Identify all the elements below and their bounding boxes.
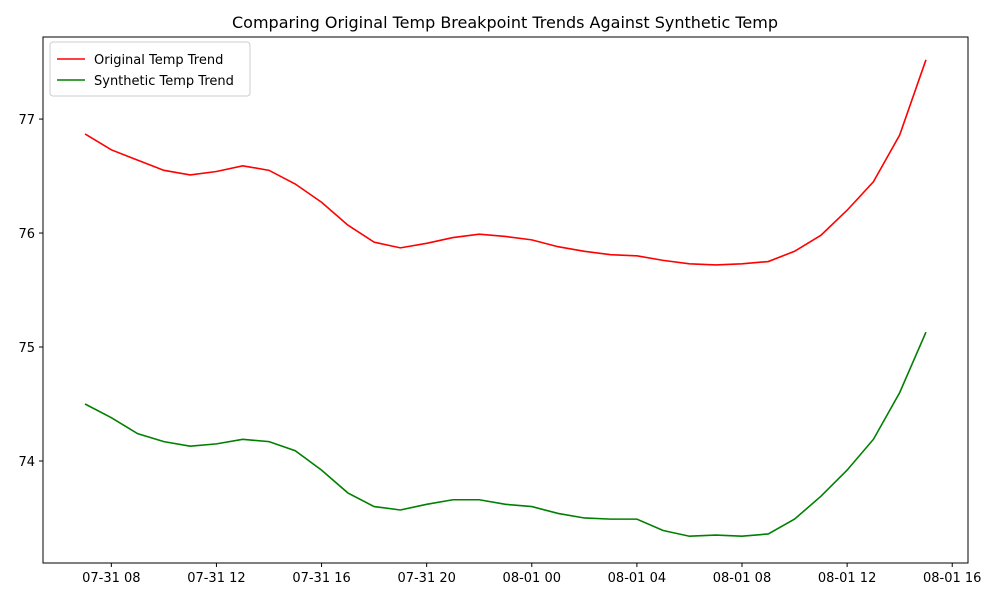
- x-tick-label: 08-01 16: [923, 571, 981, 586]
- y-tick-label: 76: [18, 227, 35, 242]
- x-tick-label: 08-01 00: [503, 571, 561, 586]
- legend: Original Temp Trend Synthetic Temp Trend: [49, 41, 251, 97]
- legend-label: Synthetic Temp Trend: [94, 74, 234, 89]
- x-tick-label: 07-31 08: [82, 571, 140, 586]
- legend-box: [49, 41, 251, 97]
- x-tick-label: 08-01 12: [818, 571, 876, 586]
- legend-label: Original Temp Trend: [94, 53, 223, 68]
- x-tick-label: 08-01 04: [608, 571, 666, 586]
- chart-title: Comparing Original Temp Breakpoint Trend…: [232, 13, 778, 32]
- x-tick-label: 07-31 12: [187, 571, 245, 586]
- y-tick-label: 75: [18, 341, 35, 356]
- x-tick-label: 08-01 08: [713, 571, 771, 586]
- series-line: [84, 59, 927, 266]
- series-line: [84, 331, 927, 538]
- y-tick-label: 77: [18, 113, 35, 128]
- x-tick-label: 07-31 16: [292, 571, 350, 586]
- x-tick-label: 07-31 20: [397, 571, 455, 586]
- y-tick-label: 74: [18, 455, 35, 470]
- plot-area: [42, 36, 969, 564]
